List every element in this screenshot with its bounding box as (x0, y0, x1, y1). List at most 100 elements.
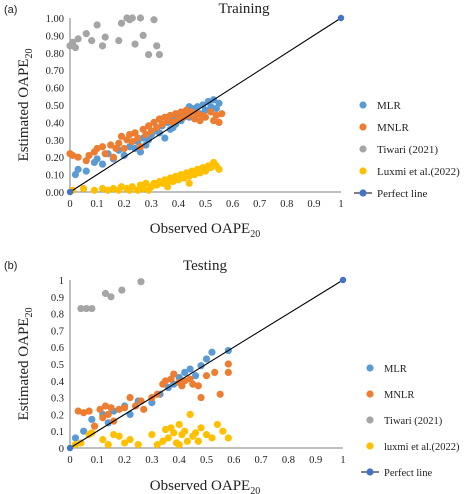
legend-entry: Perfect line (377, 188, 428, 200)
legend-entry: MLR (384, 364, 407, 375)
data-point-mnlr (134, 134, 142, 142)
chart-title: Training (218, 1, 270, 17)
x-tick-label: 0.4 (173, 455, 187, 466)
legend-marker (366, 364, 374, 372)
data-point-tiwari (88, 304, 96, 313)
data-point-luxmi (142, 179, 150, 187)
axes (69, 280, 343, 449)
y-tick-label: 0.00 (46, 188, 64, 199)
data-point-luxmi (117, 183, 126, 191)
data-point-mnlr (158, 120, 166, 128)
data-point-luxmi (88, 429, 96, 437)
data-point-mnlr (74, 407, 82, 415)
data-point-mnlr (117, 132, 126, 140)
data-point-mnlr (202, 372, 211, 380)
y-tick-label: 1 (59, 276, 64, 287)
y-tick-label: 0.90 (46, 31, 64, 42)
data-point-mnlr (104, 410, 112, 418)
legend-marker (366, 416, 374, 424)
data-point-tiwari (82, 30, 90, 38)
legend-entry: MLR (377, 100, 402, 112)
data-point-luxmi (208, 434, 216, 442)
data-point-mnlr (224, 368, 232, 376)
data-point-mnlr (137, 397, 145, 405)
x-axis-label: Observed OAPE20 (150, 221, 260, 240)
y-tick-label: 0.1 (51, 427, 64, 438)
data-point-mnlr (161, 377, 170, 385)
data-point-luxmi (183, 437, 191, 445)
legend-entry: Tiwari (2021) (377, 144, 438, 156)
x-tick-label: 0.6 (227, 455, 240, 466)
y-tick-label: 0.20 (46, 153, 64, 164)
data-point-tiwari (101, 33, 109, 41)
data-point-mlr (186, 365, 194, 373)
perfect-line-point (66, 188, 74, 196)
data-point-luxmi (213, 420, 222, 429)
y-tick-label: 0.2 (51, 410, 64, 421)
data-point-mnlr (128, 137, 136, 146)
data-point-mlr (181, 368, 189, 376)
data-point-tiwari (126, 16, 134, 24)
data-point-luxmi (134, 441, 142, 449)
data-point-tiwari (117, 19, 126, 27)
data-point-luxmi (115, 432, 123, 440)
legend-marker (359, 123, 367, 131)
data-point-mnlr (90, 148, 98, 156)
data-point-tiwari (82, 304, 90, 313)
perfect-line-point (337, 14, 345, 22)
data-point-luxmi (99, 436, 107, 444)
data-point-luxmi (185, 179, 193, 187)
y-tick-label: 0.80 (46, 49, 64, 60)
data-point-luxmi (159, 437, 167, 445)
data-point-luxmi (175, 420, 183, 429)
data-point-mlr (208, 348, 216, 356)
y-tick-label: 0.7 (51, 326, 64, 337)
data-point-luxmi (77, 439, 85, 447)
legend-marker (359, 189, 367, 197)
data-point-mlr (215, 99, 223, 107)
legend-marker (359, 145, 367, 153)
data-point-luxmi (167, 424, 175, 432)
data-point-mlr (169, 124, 177, 132)
data-point-mlr (104, 419, 112, 427)
data-point-luxmi (224, 434, 232, 442)
data-point-mlr (93, 155, 101, 163)
x-tick-label: 0.2 (118, 455, 131, 466)
x-tick-label: 0 (67, 199, 72, 210)
legend-entry: Tiwari (2021) (384, 416, 443, 427)
y-tick-label: 0.10 (46, 171, 64, 182)
data-point-luxmi (197, 424, 205, 432)
data-point-tiwari (144, 50, 153, 59)
data-point-mnlr (69, 151, 77, 160)
data-point-mnlr (218, 110, 226, 118)
data-point-mnlr (201, 113, 210, 121)
x-tick-label: 0.5 (200, 455, 213, 466)
data-point-mnlr (109, 153, 117, 161)
data-point-tiwari (101, 289, 110, 298)
x-axis-label: Observed OAPE20 (150, 478, 260, 494)
panel-training: (a) Training 0 0.1 0.2 0.3 0.4 0.5 0.6 0.7 0.8 0.… (4, 1, 460, 240)
data-point-luxmi (98, 184, 107, 193)
data-point-mnlr (216, 390, 224, 398)
panel-label: (b) (4, 260, 17, 272)
data-point-luxmi (191, 429, 200, 437)
data-points (66, 276, 347, 452)
legend-entry: Luxmi et al.(2022) (377, 166, 460, 178)
data-point-mnlr (121, 404, 129, 412)
legend-marker (366, 468, 374, 476)
perfect-line (69, 17, 342, 193)
data-point-mnlr (197, 394, 205, 402)
panel-testing: (b) Testing 0 0.1 0.2 0.3 0.4 0.5 0.6 0.7 0.8 0.9… (4, 258, 460, 494)
data-point-luxmi (144, 186, 153, 194)
y-ticks: 0 0.1 0.2 0.3 0.4 0.5 0.6 0.7 0.8 0.9 1 (51, 276, 65, 455)
data-point-mlr (98, 160, 107, 168)
data-point-mnlr (96, 405, 104, 413)
data-point-tiwari (137, 278, 145, 286)
data-point-mlr (82, 167, 90, 175)
legend-marker (359, 167, 367, 175)
data-point-mlr (197, 362, 205, 370)
data-point-luxmi (164, 434, 172, 442)
x-tick-label: 1 (340, 455, 345, 466)
data-point-mnlr (85, 407, 93, 415)
